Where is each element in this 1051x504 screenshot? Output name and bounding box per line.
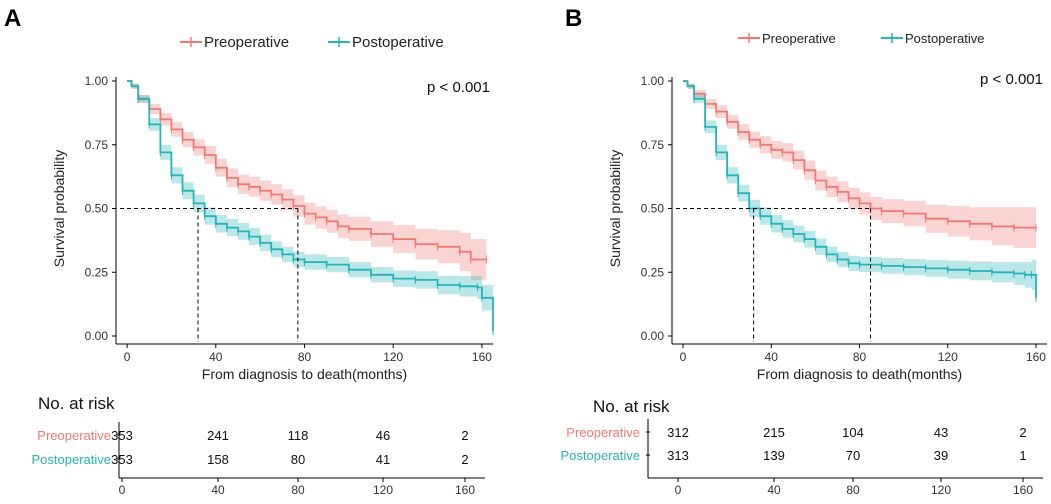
survival-curve-post <box>127 80 494 331</box>
risk-table-title: No. at risk <box>593 397 670 416</box>
risk-value-post: 1 <box>1019 448 1026 463</box>
risk-value-post: 313 <box>667 448 689 463</box>
risk-table-title: No. at risk <box>38 394 115 413</box>
x-tick-label: 120 <box>383 350 403 364</box>
p-value: p < 0.001 <box>980 71 1043 88</box>
risk-value-post: 353 <box>111 452 133 467</box>
risk-value-pre: 43 <box>934 425 948 440</box>
risk-row-name-post: Postoperative <box>561 448 641 463</box>
ci-band-pre <box>127 81 487 282</box>
risk-value-post: 2 <box>461 452 468 467</box>
y-tick-label: 0.50 <box>641 202 665 216</box>
y-tick-label: 1.00 <box>85 74 109 88</box>
x-axis-title: From diagnosis to death(months) <box>757 366 962 382</box>
risk-value-pre: 215 <box>763 425 785 440</box>
risk-value-pre: 353 <box>111 428 133 443</box>
x-axis-title: From diagnosis to death(months) <box>202 366 407 382</box>
y-tick-label: 0.25 <box>641 265 665 279</box>
ci-band-pre <box>683 81 1036 250</box>
risk-table: No. at risk Preoperative 312 215 104 43 2 Posto… <box>561 397 1043 497</box>
legend: Preoperative Postoperative <box>180 34 444 51</box>
panel-label: A <box>4 5 21 32</box>
p-value: p < 0.001 <box>427 79 490 96</box>
legend-label-post: Postoperative <box>905 31 985 46</box>
risk-row-name-post: Postoperative <box>32 452 112 467</box>
legend-label-pre: Preoperative <box>762 31 836 46</box>
x-tick-label: 80 <box>853 350 867 364</box>
risk-x-tick-label: 120 <box>373 483 393 497</box>
y-tick-label: 1.00 <box>641 74 665 88</box>
x-tick-label: 160 <box>472 350 492 364</box>
x-tick-label: 0 <box>124 350 131 364</box>
risk-value-pre: 312 <box>667 425 689 440</box>
risk-value-pre: 241 <box>207 428 229 443</box>
ci-band-post <box>683 81 1036 319</box>
risk-value-pre: 118 <box>288 428 309 443</box>
risk-x-tick-label: 0 <box>675 483 682 497</box>
risk-x-tick-label: 40 <box>211 483 225 497</box>
panel-a: A Preoperative Postoperative 0.00 0.25 0.50 0.… <box>4 5 494 497</box>
x-tick-label: 0 <box>680 350 687 364</box>
risk-value-pre: 46 <box>376 428 390 443</box>
y-tick-label: 0.25 <box>85 265 109 279</box>
legend-label-post: Postoperative <box>352 34 444 51</box>
y-tick-label: 0.50 <box>85 202 109 216</box>
panel-label: B <box>565 5 582 32</box>
y-tick-label: 0.75 <box>85 138 109 152</box>
y-axis-title: Survival probability <box>607 150 623 268</box>
ci-band-post <box>127 81 493 336</box>
legend: Preoperative Postoperative <box>738 31 985 46</box>
risk-value-post: 70 <box>846 448 860 463</box>
risk-value-post: 80 <box>291 452 305 467</box>
risk-x-tick-label: 40 <box>767 483 781 497</box>
risk-row-name-pre: Preoperative <box>566 425 640 440</box>
risk-x-tick-label: 120 <box>931 483 951 497</box>
panel-b: B Preoperative Postoperative 0.00 0.25 0.50 0.… <box>561 5 1047 497</box>
legend-label-pre: Preoperative <box>204 34 289 51</box>
risk-value-post: 39 <box>934 448 948 463</box>
risk-x-tick-label: 160 <box>1013 483 1033 497</box>
risk-row-name-pre: Preoperative <box>37 428 111 443</box>
risk-value-pre: 2 <box>1019 425 1026 440</box>
y-tick-label: 0.75 <box>641 138 665 152</box>
risk-x-tick-label: 80 <box>846 483 860 497</box>
x-tick-label: 120 <box>938 350 958 364</box>
risk-value-post: 41 <box>376 452 390 467</box>
y-tick-label: 0.00 <box>641 329 665 343</box>
y-tick-label: 0.00 <box>85 329 109 343</box>
x-tick-label: 80 <box>298 350 312 364</box>
risk-value-post: 158 <box>207 452 229 467</box>
y-axis-title: Survival probability <box>51 150 67 268</box>
risk-value-pre: 2 <box>461 428 468 443</box>
risk-x-tick-label: 160 <box>455 483 475 497</box>
x-tick-label: 40 <box>209 350 223 364</box>
risk-value-pre: 104 <box>842 425 864 440</box>
survival-curve-pre <box>683 80 1036 229</box>
x-tick-label: 160 <box>1026 350 1046 364</box>
x-tick-label: 40 <box>765 350 779 364</box>
survival-curve-post <box>683 80 1037 298</box>
risk-value-post: 139 <box>763 448 785 463</box>
risk-x-tick-label: 80 <box>291 483 305 497</box>
risk-x-tick-label: 0 <box>119 483 126 497</box>
